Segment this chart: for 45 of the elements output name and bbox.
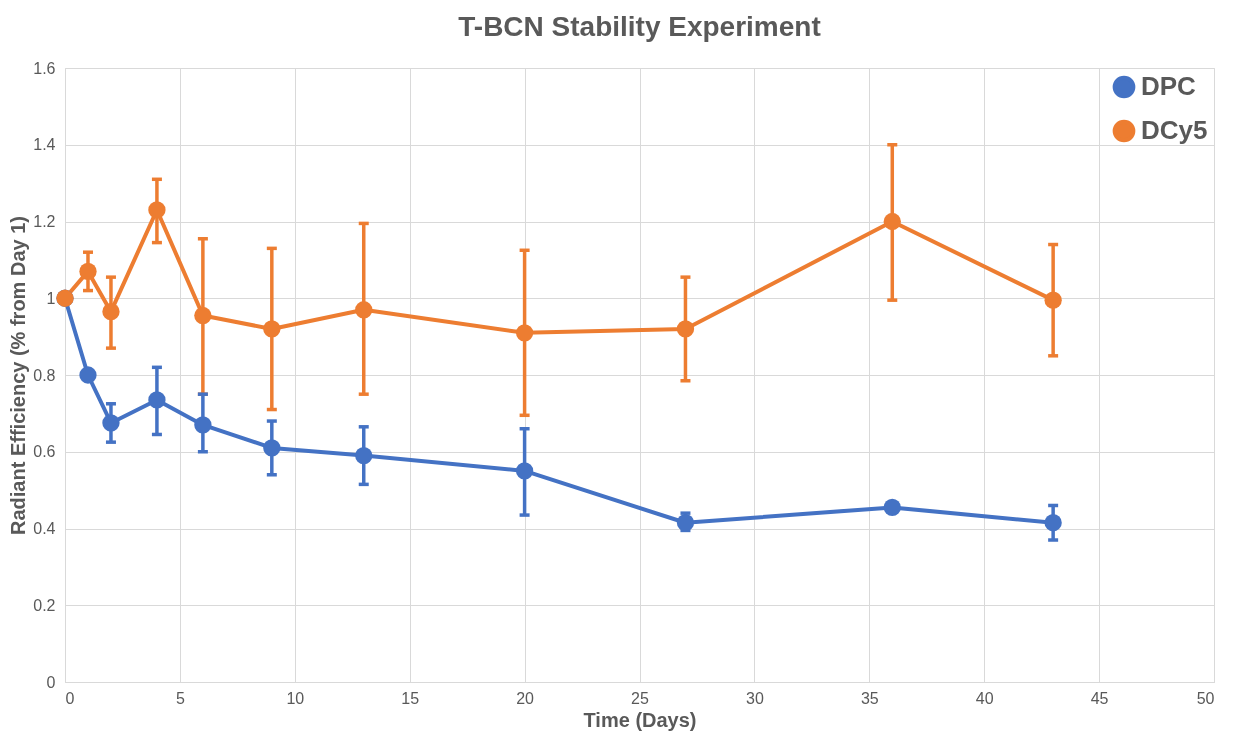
- point: [515, 324, 534, 342]
- y-tick-label: 0.8: [33, 366, 56, 384]
- x-tick-label: 50: [1196, 689, 1215, 707]
- point: [676, 320, 695, 338]
- point: [1044, 291, 1062, 309]
- point: [355, 446, 373, 465]
- point: [355, 301, 373, 319]
- y-axis-title: Radiant Efficiency (% from Day 1): [7, 216, 30, 535]
- y-tick-label: 1: [46, 289, 56, 307]
- y-tick-label: 0.6: [33, 443, 56, 461]
- x-tick-label: 10: [286, 689, 305, 707]
- x-tick-label: 30: [746, 689, 764, 707]
- x-tick-label: 45: [1090, 689, 1109, 707]
- point: [676, 514, 695, 532]
- point: [263, 439, 281, 457]
- y-tick-label: 0.4: [33, 520, 56, 537]
- y-tick-label: 0.2: [33, 596, 56, 614]
- x-tick-label: 40: [975, 689, 994, 707]
- legend-label: DCy5: [1141, 115, 1208, 145]
- point: [883, 498, 901, 517]
- x-tick-label: 25: [631, 689, 649, 707]
- point: [883, 212, 901, 231]
- point: [148, 391, 166, 409]
- y-tick-label: 1.4: [33, 136, 56, 154]
- y-tick-label: 1.6: [33, 59, 56, 77]
- x-axis-title: Time (Days): [583, 708, 697, 731]
- point: [1044, 514, 1062, 532]
- legend-label: DPC: [1141, 71, 1197, 101]
- x-tick-label: 15: [401, 689, 420, 707]
- point: [194, 306, 212, 325]
- x-tick-label: 20: [516, 689, 535, 707]
- point: [148, 201, 166, 219]
- y-tick-label: 1.2: [33, 213, 56, 230]
- point: [194, 416, 212, 434]
- x-tick-label: 35: [860, 689, 879, 707]
- point: [515, 462, 534, 480]
- x-tick-label: 0: [65, 689, 75, 707]
- y-tick-label: 0: [46, 673, 56, 691]
- x-tick-label: 5: [175, 689, 185, 707]
- point: [102, 303, 120, 321]
- point: [79, 366, 97, 384]
- chart-title: T-BCN Stability Experiment: [458, 11, 821, 42]
- point: [102, 414, 120, 432]
- point: [263, 320, 281, 338]
- point: [79, 262, 97, 281]
